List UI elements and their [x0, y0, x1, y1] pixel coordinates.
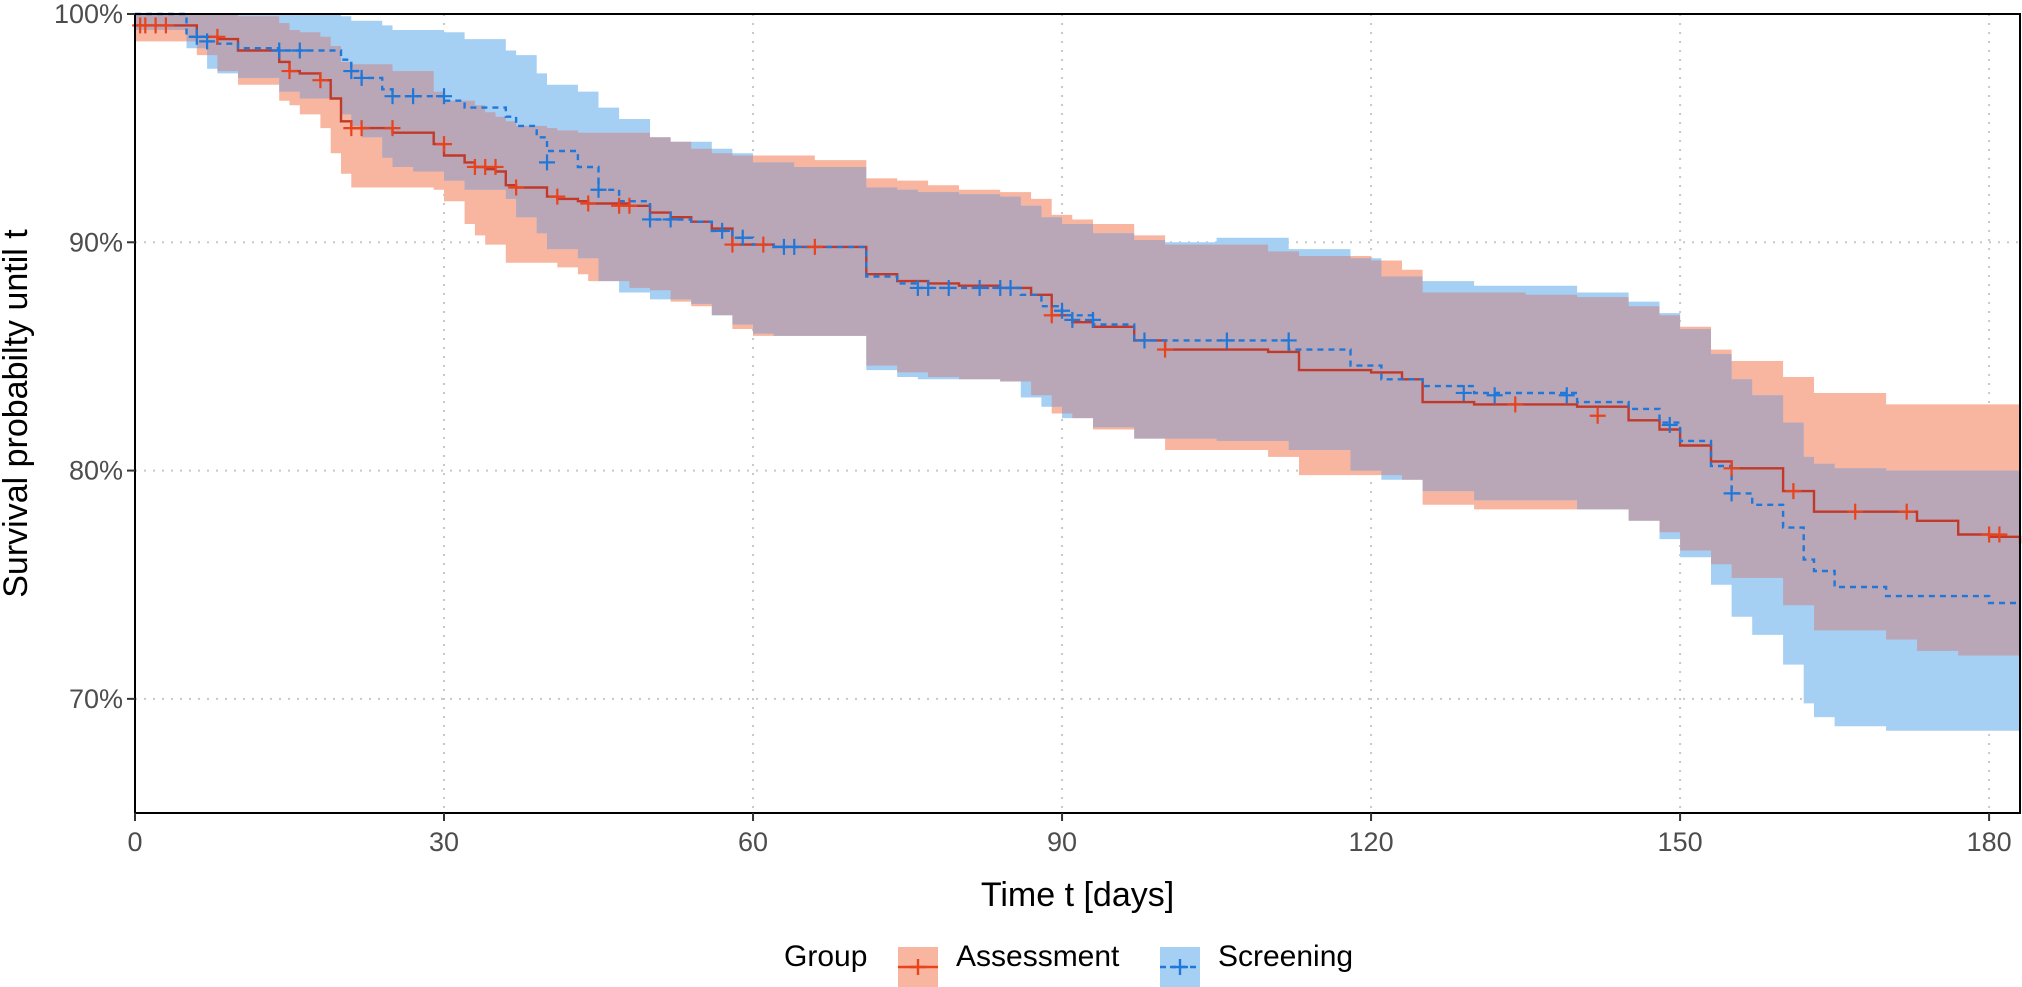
- legend-label-assessment: Assessment: [956, 940, 1120, 973]
- x-axis-title: Time t [days]: [981, 876, 1174, 914]
- censor-marks: [132, 17, 2008, 543]
- x-tick-label: 60: [738, 827, 768, 857]
- legend: Group Assessment Screening: [784, 940, 1353, 987]
- plot-panel-border: [134, 13, 2021, 814]
- y-axis-title: Survival probabilty until t: [0, 229, 35, 598]
- x-tick-label: 180: [1967, 827, 2012, 857]
- legend-label-screening: Screening: [1218, 940, 1353, 973]
- legend-key-assessment: [898, 947, 938, 987]
- x-tick-label: 30: [429, 827, 459, 857]
- x-tick-label: 0: [127, 827, 142, 857]
- y-axis: 70% 80% 90% 100%: [54, 0, 135, 714]
- y-tick-label: 100%: [54, 0, 123, 29]
- y-tick-label: 80%: [69, 456, 123, 486]
- y-tick-label: 70%: [69, 684, 123, 714]
- confidence-band-overlap: [135, 14, 2020, 656]
- x-tick-label: 90: [1047, 827, 1077, 857]
- x-axis: 0 30 60 90 120 150 180: [127, 813, 2012, 857]
- legend-key-screening: [1160, 947, 1200, 987]
- y-tick-label: 90%: [69, 227, 123, 257]
- x-tick-label: 150: [1658, 827, 1703, 857]
- legend-title: Group: [784, 940, 867, 973]
- x-tick-label: 120: [1349, 827, 1394, 857]
- confidence-bands: [135, 14, 2020, 731]
